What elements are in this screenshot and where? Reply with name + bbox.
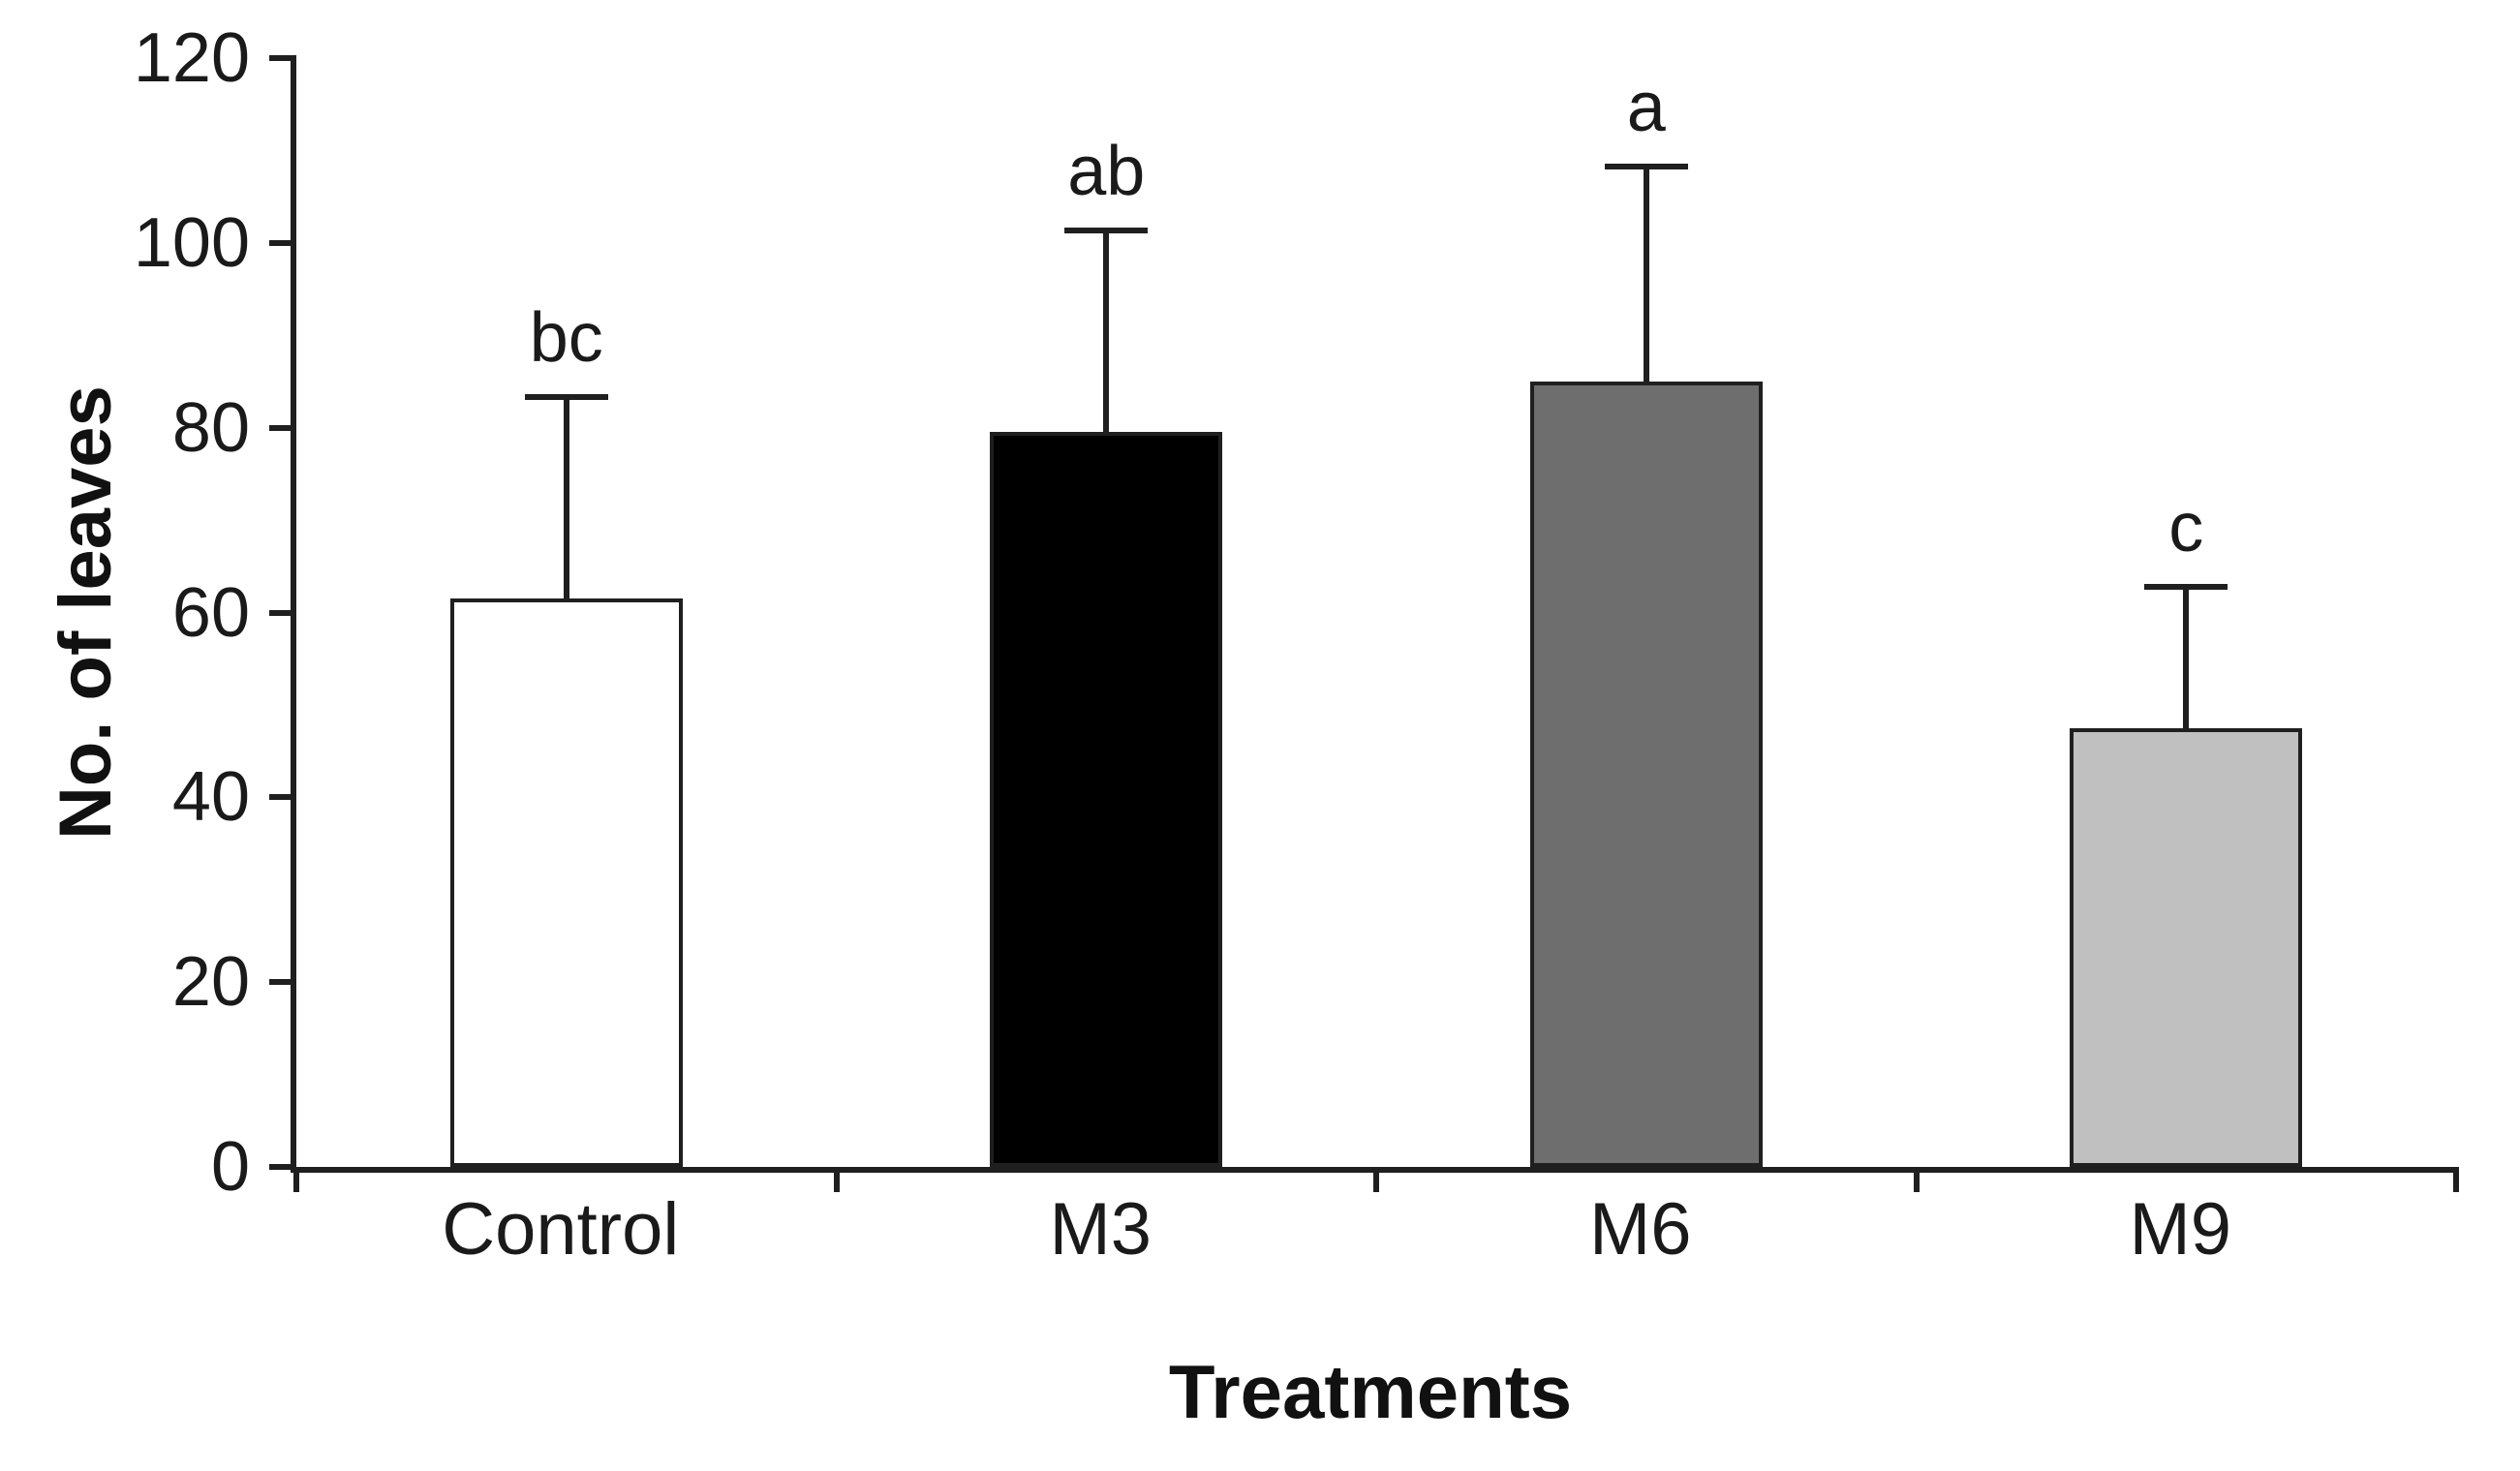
- error-bar-line: [1103, 233, 1110, 433]
- x-category-label: M9: [2129, 1188, 2232, 1271]
- y-tick-label: 60: [171, 573, 250, 652]
- x-tick-mark: [833, 1167, 840, 1192]
- y-tick-label: 0: [210, 1128, 250, 1206]
- plot-area: 0 20 40 60 80 100 120 bc ab a c: [134, 23, 2459, 1202]
- significance-letter: a: [1626, 68, 1666, 146]
- bar-slot-m3: ab: [837, 58, 1377, 1167]
- bar-m9: [2070, 727, 2303, 1167]
- x-tick-mark: [1913, 1167, 1920, 1192]
- significance-letter: ab: [1067, 133, 1146, 211]
- y-tick-mark: [269, 239, 296, 246]
- y-tick-label: 40: [171, 758, 250, 837]
- bar-slot-m6: a: [1376, 58, 1917, 1167]
- bar-slot-control: bc: [296, 58, 837, 1167]
- error-bar-cap: [1604, 163, 1688, 169]
- x-axis-title: Treatments: [1168, 1349, 1573, 1434]
- y-axis-title: No. of leaves: [45, 385, 127, 840]
- y-tick-mark: [269, 609, 296, 616]
- y-tick-mark: [269, 55, 296, 61]
- x-category-label: M6: [1588, 1188, 1692, 1271]
- error-bar-line: [2183, 589, 2190, 728]
- error-bar-line: [563, 400, 569, 599]
- bar-slots: bc ab a c: [296, 58, 2456, 1167]
- y-tick-label: 20: [171, 943, 250, 1022]
- x-category-label: Control: [442, 1188, 680, 1271]
- x-category-labels: Control M3 M6 M9: [291, 1189, 2450, 1271]
- error-bar-cap: [2144, 583, 2228, 590]
- y-tick-mark: [269, 1164, 296, 1170]
- y-tick-label: 120: [133, 19, 250, 97]
- bar-slot-m9: c: [1917, 58, 2457, 1167]
- significance-letter: c: [2168, 488, 2204, 567]
- x-tick-mark: [1373, 1167, 1379, 1192]
- error-bar-cap: [524, 394, 608, 401]
- y-tick-mark: [269, 794, 296, 801]
- y-tick-label: 80: [171, 388, 250, 467]
- error-bar-line: [1643, 169, 1649, 382]
- bar-m3: [990, 432, 1223, 1167]
- bar-control: [449, 598, 683, 1167]
- x-tick-mark: [293, 1167, 299, 1192]
- y-tick-mark: [269, 979, 296, 986]
- y-tick-label: 100: [133, 203, 250, 282]
- x-tick-mark: [2453, 1167, 2459, 1192]
- y-tick-mark: [269, 424, 296, 431]
- bar-m6: [1529, 381, 1763, 1167]
- significance-letter: bc: [529, 299, 603, 378]
- error-bar-cap: [1064, 228, 1149, 234]
- x-category-label: M3: [1049, 1188, 1152, 1271]
